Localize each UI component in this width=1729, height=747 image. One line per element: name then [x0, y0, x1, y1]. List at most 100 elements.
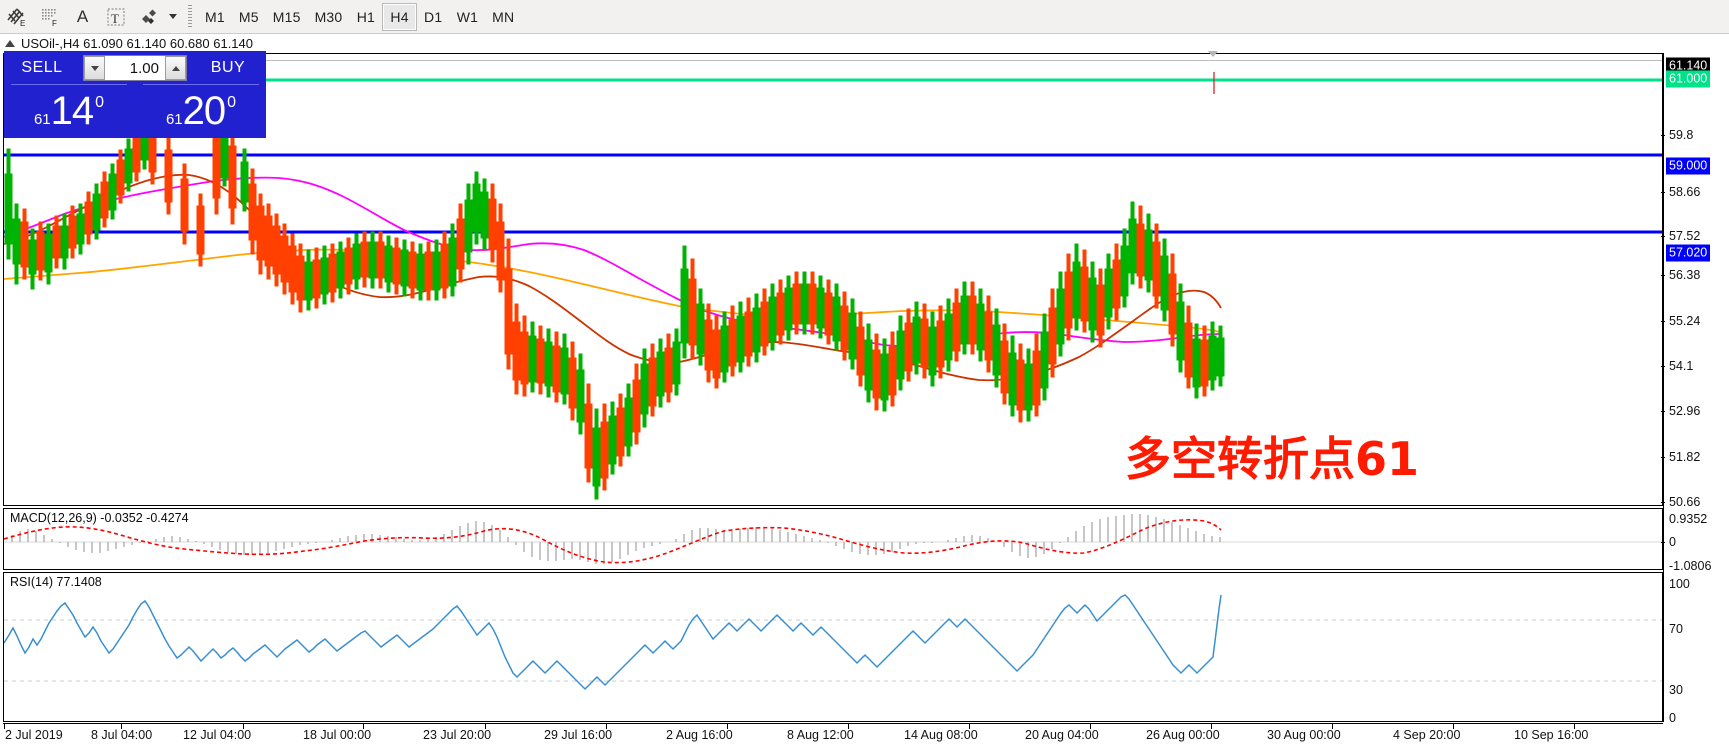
rsi-tick-30: 30	[1669, 683, 1683, 697]
axis-tick	[1661, 457, 1665, 458]
time-label-3: 18 Jul 00:00	[303, 728, 372, 742]
timeframe-h1[interactable]: H1	[356, 8, 376, 25]
svg-text:F: F	[52, 19, 57, 28]
buy-button[interactable]: BUY	[210, 59, 246, 76]
macd-tick-zero: 0	[1669, 535, 1676, 549]
timeframe-m5[interactable]: M5	[238, 8, 259, 25]
macd-plot	[4, 509, 1662, 569]
volume-stepper[interactable]: 1.00	[83, 55, 187, 81]
volume-increase-button[interactable]	[165, 56, 186, 80]
macd-histogram	[11, 514, 1221, 564]
time-tick	[485, 724, 486, 729]
timeframe-m30[interactable]: M30	[314, 8, 343, 25]
price-label-61000[interactable]: 61.000	[1666, 70, 1711, 88]
axis-tick	[1661, 321, 1665, 322]
chart-area: USOil-,H4 61.090 61.140 60.680 61.140	[0, 35, 1729, 747]
price-pane[interactable]	[3, 51, 1663, 506]
time-tick	[1211, 724, 1212, 729]
sell-price-main: 14	[50, 88, 94, 133]
rsi-line	[4, 594, 1222, 691]
axis-tick	[1661, 542, 1665, 543]
rsi-pane[interactable]: RSI(14) 77.1408	[3, 572, 1663, 722]
rsi-tick-70: 70	[1669, 622, 1683, 636]
indicators-icon[interactable]: E	[0, 2, 33, 32]
time-label-7: 8 Aug 12:00	[787, 728, 854, 742]
macd-signal-line	[4, 519, 1222, 564]
price-axis[interactable]: 61.140 61.000 59.8 59.000 58.66 57.52 57…	[1661, 53, 1729, 725]
price-tick-54100: 54.1	[1669, 359, 1694, 373]
macd-svg	[4, 514, 1662, 564]
ma-darkred-path	[4, 173, 1222, 382]
sell-button[interactable]: SELL	[21, 59, 63, 76]
price-label-59000[interactable]: 59.000	[1666, 157, 1711, 175]
timeframe-d1[interactable]: D1	[424, 8, 443, 25]
price-label-57020[interactable]: 57.020	[1666, 244, 1711, 262]
price-tick-55240: 55.24	[1669, 314, 1701, 328]
text-tool-icon[interactable]: A	[76, 6, 89, 26]
time-tick	[969, 724, 970, 729]
timeframe-w1[interactable]: W1	[456, 8, 479, 25]
objects-icon[interactable]	[132, 2, 165, 32]
time-tick	[606, 724, 607, 729]
timeframe-m1[interactable]: M1	[205, 8, 225, 25]
chart-upper-boundary-line	[4, 60, 1662, 61]
time-tick	[1453, 724, 1454, 729]
price-tick-57520: 57.52	[1669, 229, 1701, 243]
time-label-10: 26 Aug 00:00	[1146, 728, 1220, 742]
time-label-13: 10 Sep 16:00	[1514, 728, 1589, 742]
timeframe-h4[interactable]: H4	[382, 2, 417, 31]
time-tick	[4, 724, 5, 729]
timeframe-mn[interactable]: MN	[492, 8, 515, 25]
sell-price-fraction: 0	[95, 94, 105, 111]
volume-value[interactable]: 1.00	[105, 56, 165, 80]
time-tick	[848, 724, 849, 729]
time-tick	[1090, 724, 1091, 729]
toolbar-separator	[185, 4, 194, 30]
collapse-triangle-icon[interactable]	[5, 40, 15, 47]
rsi-svg	[4, 594, 1662, 691]
axis-tick	[1661, 135, 1665, 136]
main-toolbar: E F A	[0, 0, 1729, 34]
chart-annotation-text[interactable]: 多空转折点61	[1125, 432, 1420, 486]
sell-price-display[interactable]: 61 14 0	[5, 84, 133, 137]
macd-pane[interactable]: MACD(12,26,9) -0.0352 -0.4274	[3, 508, 1663, 570]
time-tick	[121, 724, 122, 729]
buy-price-lead: 61	[165, 111, 183, 128]
quote-bar: USOil-,H4 61.090 61.140 60.680 61.140	[0, 35, 1729, 52]
ma-orange-path	[4, 248, 1221, 333]
one-click-trading-panel: SELL 1.00 BUY 61 14 0 61 20	[4, 51, 266, 138]
macd-label: MACD(12,26,9) -0.0352 -0.4274	[8, 511, 191, 525]
time-axis[interactable]: 2 Jul 2019 8 Jul 04:00 12 Jul 04:00 18 J…	[3, 723, 1663, 747]
price-tick-56380: 56.38	[1669, 268, 1701, 282]
timeframe-m15[interactable]: M15	[272, 8, 301, 25]
chart-position-marker-icon	[1208, 51, 1218, 57]
price-tick-58660: 58.66	[1669, 185, 1701, 199]
rsi-label: RSI(14) 77.1408	[8, 575, 104, 589]
time-tick	[1332, 724, 1333, 729]
text-label-icon[interactable]: T	[99, 2, 132, 32]
periodicity-icon[interactable]: F	[33, 2, 66, 32]
time-label-9: 20 Aug 04:00	[1025, 728, 1099, 742]
axis-tick	[1661, 236, 1665, 237]
quote-bar-text: USOil-,H4 61.090 61.140 60.680 61.140	[21, 36, 254, 51]
objects-dropdown-caret-icon[interactable]	[165, 2, 181, 32]
axis-tick	[1661, 502, 1665, 503]
ma-magenta-path	[4, 176, 1220, 347]
sell-divider	[11, 84, 127, 85]
time-label-2: 12 Jul 04:00	[183, 728, 252, 742]
macd-tick-high: 0.9352	[1669, 512, 1708, 526]
rsi-tick-0: 0	[1669, 711, 1676, 725]
price-candles-svg	[4, 72, 1662, 500]
time-tick	[1574, 724, 1575, 729]
candlestick-series	[4, 111, 1225, 500]
rsi-plot	[4, 573, 1662, 721]
axis-tick	[1661, 411, 1665, 412]
volume-decrease-button[interactable]	[84, 56, 105, 80]
price-plot	[4, 54, 1662, 505]
time-tick	[727, 724, 728, 729]
trade-panel-top-row: SELL 1.00 BUY	[5, 52, 265, 84]
time-label-5: 29 Jul 16:00	[544, 728, 613, 742]
time-label-8: 14 Aug 08:00	[904, 728, 978, 742]
buy-price-display[interactable]: 61 20 0	[137, 84, 265, 137]
